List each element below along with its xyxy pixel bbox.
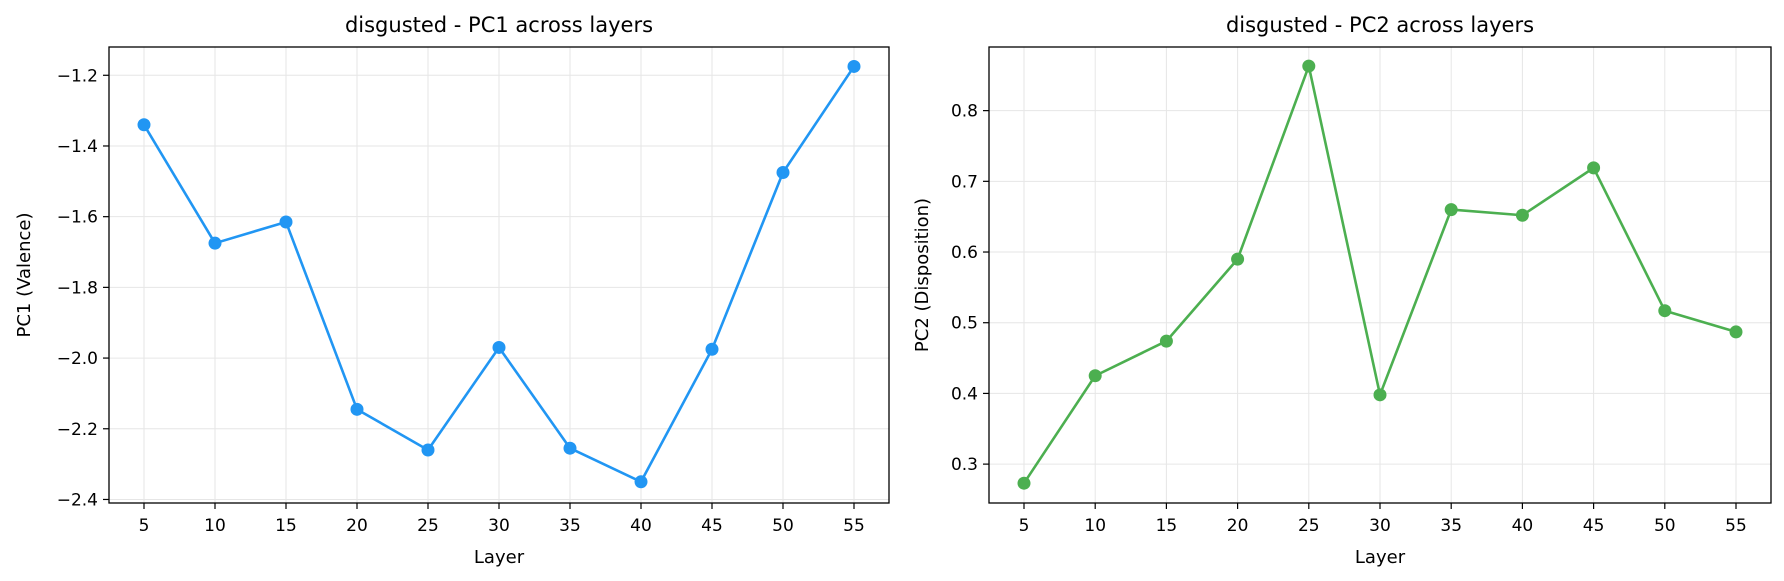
chart2-ylabel: PC2 (Disposition) xyxy=(912,198,933,352)
chart1-xtick-label: 40 xyxy=(630,516,652,536)
chart2-panel: 5 10 15 20 25 30 35 40 45 50 55 0.3 0.4 0.5 0.6 0.7 0.8 d… xyxy=(912,13,1772,568)
chart1-ytick-label: −2.4 xyxy=(57,490,98,510)
chart2-plot-frame xyxy=(988,46,1772,504)
chart1-data-point xyxy=(563,441,577,455)
chart1-plot-frame xyxy=(108,46,890,504)
chart1-xtick-label: 35 xyxy=(559,516,581,536)
chart1-data-point xyxy=(847,59,861,73)
chart2-data-point xyxy=(1515,208,1529,222)
chart1-ytick-label: −1.6 xyxy=(57,208,98,228)
chart2-xtick-label: 45 xyxy=(1583,516,1605,536)
chart1-xtick-label: 5 xyxy=(139,516,150,536)
chart2-xtick-label: 35 xyxy=(1440,516,1462,536)
chart1-data-point xyxy=(279,215,293,229)
chart1-xtick-label: 20 xyxy=(346,516,368,536)
chart1-ytick-label: −1.2 xyxy=(57,66,98,86)
chart2-xtick-label: 30 xyxy=(1369,516,1391,536)
chart1-data-point xyxy=(137,118,151,132)
chart2-xtick-label: 50 xyxy=(1654,516,1676,536)
chart1-xtick-label: 15 xyxy=(275,516,297,536)
chart2-xtick-label: 55 xyxy=(1725,516,1747,536)
chart1-data-point xyxy=(776,165,790,179)
chart1-xtick-label: 50 xyxy=(772,516,794,536)
chart2-ytick-label: 0.5 xyxy=(951,314,978,334)
chart1-data-point xyxy=(705,342,719,356)
chart2-data-point xyxy=(1302,59,1316,73)
chart2-ytick-label: 0.3 xyxy=(951,455,978,475)
chart2-xtick-label: 15 xyxy=(1156,516,1178,536)
chart1-xtick-label: 30 xyxy=(488,516,510,536)
chart1-ytick-label: −2.0 xyxy=(57,349,98,369)
chart2-xtick-label: 10 xyxy=(1084,516,1106,536)
chart2-xlabel: Layer xyxy=(1355,547,1406,568)
chart1-xtick-label: 45 xyxy=(701,516,723,536)
chart2-data-point xyxy=(1729,325,1743,339)
chart2-xtick-label: 5 xyxy=(1019,516,1030,536)
chart2-data-point xyxy=(1231,252,1245,266)
chart2-data-point xyxy=(1444,203,1458,217)
chart1-xtick-label: 10 xyxy=(204,516,226,536)
chart1-data-point xyxy=(350,402,364,416)
chart2-data-point xyxy=(1088,369,1102,383)
chart2-xtick-label: 25 xyxy=(1298,516,1320,536)
chart2-data-point xyxy=(1159,334,1173,348)
chart1-data-point xyxy=(208,236,222,250)
chart2-ytick-label: 0.7 xyxy=(951,172,978,192)
chart1-ytick-label: −1.4 xyxy=(57,137,98,157)
chart2-ytick-label: 0.6 xyxy=(951,243,978,263)
chart2-data-point xyxy=(1658,304,1672,318)
chart1-data-point xyxy=(421,443,435,457)
chart1-data-point xyxy=(634,475,648,489)
chart2-title: disgusted - PC2 across layers xyxy=(1226,13,1534,37)
chart1-ytick-label: −2.2 xyxy=(57,420,98,440)
chart1-data-point xyxy=(492,340,506,354)
chart1-panel: 5 10 15 20 25 30 35 40 45 50 55 −1.2 −1.4 −1.6 −1.8 −2.… xyxy=(14,13,890,568)
chart2-data-point xyxy=(1017,476,1031,490)
chart1-title: disgusted - PC1 across layers xyxy=(345,13,653,37)
chart2-xtick-label: 20 xyxy=(1227,516,1249,536)
chart2-data-point xyxy=(1587,161,1601,175)
chart1-xtick-label: 55 xyxy=(843,516,865,536)
chart2-ytick-label: 0.8 xyxy=(951,102,978,122)
chart2-xtick-label: 40 xyxy=(1512,516,1534,536)
chart1-ytick-label: −1.8 xyxy=(57,278,98,298)
chart2-data-point xyxy=(1373,388,1387,402)
chart1-ylabel: PC1 (Valence) xyxy=(14,212,35,337)
chart1-xtick-label: 25 xyxy=(417,516,439,536)
chart2-ytick-label: 0.4 xyxy=(951,384,978,404)
chart1-xlabel: Layer xyxy=(474,547,525,568)
